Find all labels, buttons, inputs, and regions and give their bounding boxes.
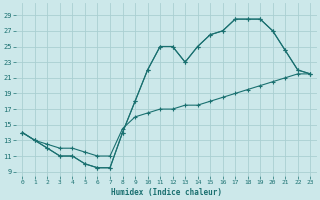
X-axis label: Humidex (Indice chaleur): Humidex (Indice chaleur) (111, 188, 222, 197)
